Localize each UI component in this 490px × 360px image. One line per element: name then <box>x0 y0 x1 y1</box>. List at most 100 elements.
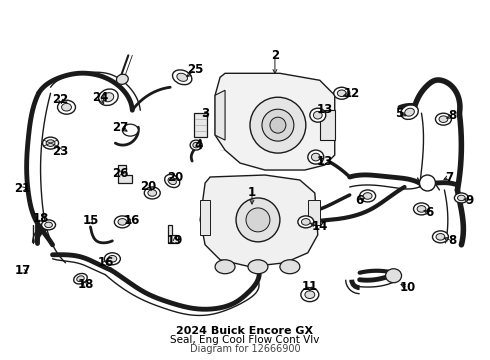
Polygon shape <box>215 73 335 170</box>
Text: 21: 21 <box>15 183 31 195</box>
Circle shape <box>246 208 270 232</box>
Text: 15: 15 <box>82 215 98 228</box>
Polygon shape <box>320 110 335 140</box>
Circle shape <box>270 117 286 133</box>
Ellipse shape <box>301 288 319 302</box>
Ellipse shape <box>436 234 445 240</box>
Text: 18: 18 <box>32 212 49 225</box>
Text: 6: 6 <box>425 206 434 219</box>
Text: 2: 2 <box>271 49 279 62</box>
Text: 4: 4 <box>194 139 202 152</box>
Ellipse shape <box>334 87 350 99</box>
Circle shape <box>236 198 280 242</box>
Ellipse shape <box>298 216 314 228</box>
Ellipse shape <box>193 142 199 148</box>
Polygon shape <box>200 175 318 267</box>
Text: Seal, Eng Cool Flow Cont Vlv: Seal, Eng Cool Flow Cont Vlv <box>171 335 319 345</box>
Circle shape <box>250 97 306 153</box>
Text: 16: 16 <box>97 256 114 269</box>
Ellipse shape <box>117 74 128 84</box>
Polygon shape <box>215 90 225 140</box>
Ellipse shape <box>433 231 448 243</box>
Text: 10: 10 <box>399 281 416 294</box>
Text: 3: 3 <box>201 107 209 120</box>
Text: 12: 12 <box>343 87 360 100</box>
Ellipse shape <box>417 206 426 212</box>
Text: 26: 26 <box>112 167 128 180</box>
Ellipse shape <box>312 153 320 161</box>
Ellipse shape <box>108 256 117 262</box>
Text: Diagram for 12666900: Diagram for 12666900 <box>190 344 300 354</box>
Ellipse shape <box>74 274 87 284</box>
Polygon shape <box>119 165 132 183</box>
Ellipse shape <box>215 260 235 274</box>
Ellipse shape <box>103 93 114 102</box>
Ellipse shape <box>42 220 55 230</box>
Ellipse shape <box>405 108 415 116</box>
Text: 6: 6 <box>356 194 364 207</box>
Ellipse shape <box>401 105 418 120</box>
Text: 14: 14 <box>312 220 328 233</box>
Ellipse shape <box>62 103 72 111</box>
Polygon shape <box>168 225 178 243</box>
Ellipse shape <box>308 150 324 164</box>
Text: 20: 20 <box>140 180 156 193</box>
Text: 8: 8 <box>448 234 457 247</box>
Text: 16: 16 <box>124 215 141 228</box>
Ellipse shape <box>45 222 52 228</box>
Text: 13: 13 <box>317 103 333 116</box>
Ellipse shape <box>436 113 451 125</box>
Ellipse shape <box>122 124 138 136</box>
Ellipse shape <box>148 190 157 196</box>
Text: 2024 Buick Encore GX: 2024 Buick Encore GX <box>176 326 314 336</box>
Ellipse shape <box>360 190 376 202</box>
Text: 13: 13 <box>317 154 333 167</box>
Ellipse shape <box>386 269 401 283</box>
Ellipse shape <box>301 219 310 225</box>
Ellipse shape <box>248 260 268 274</box>
Ellipse shape <box>118 219 127 225</box>
Ellipse shape <box>172 70 192 85</box>
Ellipse shape <box>114 216 130 228</box>
Text: 25: 25 <box>187 63 203 76</box>
Ellipse shape <box>177 73 188 81</box>
Circle shape <box>262 109 294 141</box>
Text: 1: 1 <box>248 186 256 199</box>
Text: 23: 23 <box>52 145 69 158</box>
Text: 9: 9 <box>465 194 473 207</box>
Polygon shape <box>194 113 207 137</box>
Ellipse shape <box>98 89 118 105</box>
Text: 5: 5 <box>395 107 404 120</box>
Ellipse shape <box>280 260 300 274</box>
Ellipse shape <box>454 193 468 203</box>
Ellipse shape <box>57 100 75 114</box>
Ellipse shape <box>337 90 346 96</box>
Text: 7: 7 <box>445 171 453 184</box>
Ellipse shape <box>168 177 176 185</box>
Ellipse shape <box>104 253 121 265</box>
Ellipse shape <box>363 193 372 199</box>
Ellipse shape <box>439 116 448 122</box>
Text: 11: 11 <box>302 280 318 293</box>
Text: 27: 27 <box>112 121 128 134</box>
Ellipse shape <box>314 111 322 119</box>
Ellipse shape <box>165 175 180 188</box>
Text: 19: 19 <box>167 234 183 247</box>
Ellipse shape <box>144 187 160 199</box>
Text: 24: 24 <box>92 91 109 104</box>
Ellipse shape <box>46 140 55 147</box>
Ellipse shape <box>458 195 465 201</box>
Ellipse shape <box>310 108 326 122</box>
Polygon shape <box>200 200 210 235</box>
Text: 18: 18 <box>77 278 94 291</box>
Ellipse shape <box>190 140 202 150</box>
Ellipse shape <box>43 137 58 149</box>
Ellipse shape <box>77 276 84 282</box>
Text: 8: 8 <box>448 109 457 122</box>
Ellipse shape <box>305 291 315 298</box>
Text: 17: 17 <box>15 264 31 277</box>
Ellipse shape <box>414 203 429 215</box>
Circle shape <box>419 175 436 191</box>
Text: 22: 22 <box>52 93 69 106</box>
Polygon shape <box>308 200 320 225</box>
